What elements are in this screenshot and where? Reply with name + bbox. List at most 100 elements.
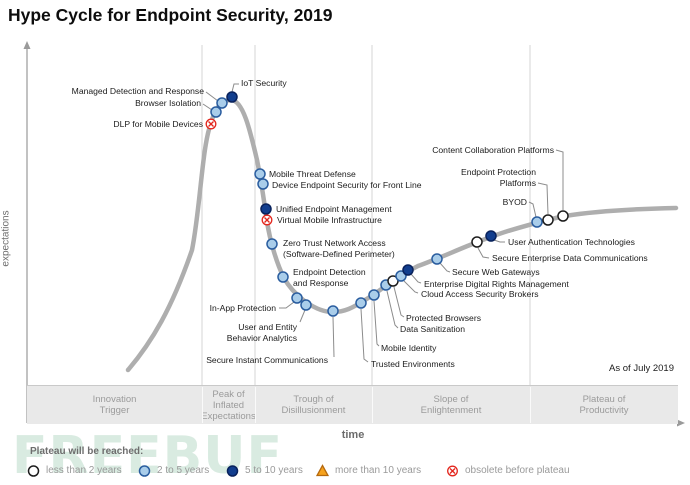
as-of-date: As of July 2019: [609, 363, 674, 374]
point-in-app-protection: [291, 292, 303, 304]
legend-item-more-than-10-years: more than 10 years: [316, 464, 421, 477]
leader-user-authentication-technologies: [493, 239, 505, 243]
legend-label: less than 2 years: [46, 465, 122, 476]
leader-in-app-protection: [279, 301, 295, 309]
label-browser-isolation: Browser Isolation: [135, 98, 201, 108]
phase-slope-of-enlightenment: Slope of Enlightenment: [420, 394, 482, 416]
phase-peak-of-inflated-expectations: Peak of Inflated Expectations: [201, 388, 256, 422]
leader-managed-detection-and-response: [205, 91, 219, 102]
leader-trusted-environments: [360, 308, 369, 363]
page-title: Hype Cycle for Endpoint Security, 2019: [8, 5, 333, 25]
phase-trough-of-disillusionment: Trough of Disillusionment: [281, 394, 346, 416]
point-mobile-identity: [368, 289, 380, 301]
legend-marker-2to5-icon: [138, 465, 151, 477]
label-secure-instant-communications: Secure Instant Communications: [206, 355, 328, 365]
leader-user-and-entity-behavior-analytics: [299, 309, 306, 323]
legend-marker-mt10-icon: [316, 464, 329, 477]
label-cloud-access-security-brokers: Cloud Access Security Brokers: [421, 289, 539, 299]
leader-iot-security: [231, 83, 239, 93]
point-user-authentication-technologies: [485, 230, 497, 242]
label-user-and-entity-behavior-analytics: User and Entity Behavior Analytics: [226, 322, 297, 343]
label-data-sanitization: Data Sanitization: [400, 324, 465, 334]
x-axis-label: time: [341, 429, 365, 441]
phase-band: Innovation Trigger Peak of Inflated Expec…: [27, 385, 678, 424]
point-zero-trust-network-access-software-defin: [266, 238, 278, 250]
label-mobile-identity: Mobile Identity: [381, 343, 437, 353]
point-managed-detection-and-response: [216, 97, 228, 109]
point-protected-browsers: [387, 275, 399, 287]
leader-protected-browsers: [393, 286, 405, 318]
label-zero-trust-network-access-software-defin: Zero Trust Network Access (Software-Defi…: [283, 238, 395, 259]
legend-glyph-mt10: [316, 464, 329, 477]
legend-glyph-obsolete-x: [449, 468, 456, 474]
label-unified-endpoint-management: Unified Endpoint Management: [276, 204, 392, 214]
legend-label: obsolete before plateau: [465, 465, 570, 476]
label-mobile-threat-defense: Mobile Threat Defense: [269, 169, 356, 179]
point-trusted-environments: [355, 297, 367, 309]
point-secure-instant-communications: [327, 305, 339, 317]
legend-heading: Plateau will be reached:: [30, 446, 144, 457]
leader-secure-web-gateways: [439, 262, 451, 273]
label-user-authentication-technologies: User Authentication Technologies: [508, 237, 635, 247]
legend-item-5-to-10-years: 5 to 10 years: [226, 464, 303, 477]
label-enterprise-digital-rights-management: Enterprise Digital Rights Management: [424, 279, 569, 289]
label-byod: BYOD: [502, 197, 527, 207]
legend-item-obsolete-before-plateau: obsolete before plateau: [446, 464, 570, 477]
point-secure-enterprise-data-communications: [471, 236, 483, 248]
leader-endpoint-protection-platforms: [537, 182, 549, 215]
label-protected-browsers: Protected Browsers: [406, 313, 481, 323]
label-iot-security: IoT Security: [241, 78, 287, 88]
legend-label: 2 to 5 years: [157, 465, 210, 476]
label-endpoint-detection-and-response: Endpoint Detection and Response: [293, 267, 366, 288]
x-axis-arrow: [677, 419, 685, 427]
point-dlp-for-mobile-devices-x: [208, 121, 214, 127]
legend-item-less-than-2-years: less than 2 years: [27, 464, 122, 477]
point-endpoint-detection-and-response: [277, 271, 289, 283]
phase-separator: [372, 387, 373, 423]
legend-marker-5to10-icon: [226, 465, 239, 477]
phase-separator: [202, 387, 203, 423]
point-iot-security: [226, 91, 238, 103]
point-endpoint-protection-platforms: [542, 214, 554, 226]
phase-innovation-trigger: Innovation Trigger: [92, 394, 137, 416]
legend-glyph-5to10: [226, 465, 239, 477]
legend-marker-lt2-icon: [27, 465, 40, 477]
phase-separator: [530, 387, 531, 423]
point-mobile-threat-defense: [254, 168, 266, 180]
point-device-endpoint-security-for-front-line: [257, 178, 269, 190]
legend-label: 5 to 10 years: [245, 465, 303, 476]
leader-secure-instant-communications: [332, 316, 335, 358]
label-device-endpoint-security-for-front-line: Device Endpoint Security for Front Line: [272, 180, 422, 190]
label-secure-enterprise-data-communications: Secure Enterprise Data Communications: [492, 253, 648, 263]
label-secure-web-gateways: Secure Web Gateways: [452, 267, 540, 277]
legend-glyph-2to5: [138, 465, 151, 477]
label-trusted-environments: Trusted Environments: [371, 359, 455, 369]
label-virtual-mobile-infrastructure: Virtual Mobile Infrastructure: [277, 215, 382, 225]
point-browser-isolation: [210, 106, 222, 118]
leader-content-collaboration-platforms: [555, 149, 564, 210]
point-virtual-mobile-infrastructure-x: [264, 217, 270, 223]
label-endpoint-protection-platforms: Endpoint Protection Platforms: [460, 167, 536, 188]
leader-cloud-access-security-brokers: [403, 280, 419, 294]
point-content-collaboration-platforms: [557, 210, 569, 222]
leader-enterprise-digital-rights-management: [410, 273, 422, 284]
y-axis-arrow: [23, 41, 31, 49]
point-enterprise-digital-rights-management: [402, 264, 414, 276]
point-secure-web-gateways: [431, 253, 443, 265]
legend-label: more than 10 years: [335, 465, 422, 476]
label-managed-detection-and-response: Managed Detection and Response: [71, 86, 204, 96]
label-in-app-protection: In-App Protection: [209, 303, 276, 313]
leader-secure-enterprise-data-communications: [477, 247, 490, 259]
leader-browser-isolation: [202, 103, 213, 111]
label-dlp-for-mobile-devices: DLP for Mobile Devices: [113, 119, 203, 129]
legend-marker-obsolete-icon: [447, 465, 458, 477]
point-unified-endpoint-management: [260, 203, 272, 215]
leader-mobile-identity: [373, 300, 380, 347]
point-byod: [531, 216, 543, 228]
y-axis-label: expectations: [0, 210, 12, 267]
leader-byod: [528, 201, 537, 218]
legend-glyph-lt2: [27, 465, 40, 477]
hype-curve: [125, 97, 679, 373]
phase-plateau-of-productivity: Plateau of Productivity: [579, 394, 629, 416]
